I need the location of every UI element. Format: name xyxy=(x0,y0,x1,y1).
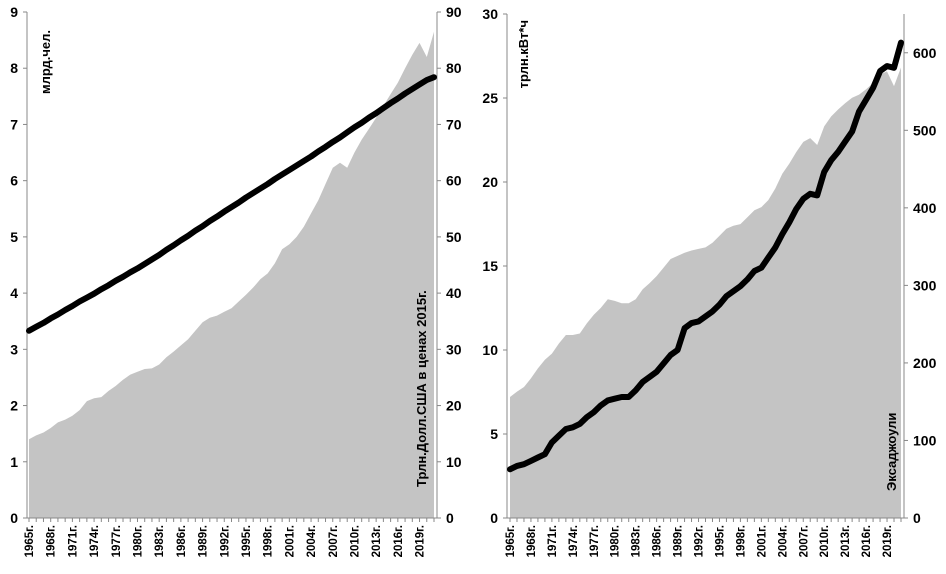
x-tick-label: 1995г. xyxy=(714,525,726,557)
x-tick-label: 1977г. xyxy=(589,525,601,557)
right-y-tick-label: 30 xyxy=(446,341,462,357)
x-tick-label: 2019г. xyxy=(415,525,427,557)
right-y-tick-label: 600 xyxy=(913,45,937,61)
x-tick-label: 1968г. xyxy=(46,525,58,557)
x-tick-label: 2007г. xyxy=(328,525,340,557)
primary_energy-area xyxy=(510,67,901,518)
left-y-tick-label: 9 xyxy=(10,4,18,20)
x-tick-label: 1971г. xyxy=(67,525,79,557)
x-tick-label: 2004г. xyxy=(306,525,318,557)
x-tick-label: 1986г. xyxy=(652,525,664,557)
x-tick-label: 2001г. xyxy=(756,525,768,557)
right-y-tick-label: 0 xyxy=(446,510,454,526)
right-y-tick-label: 500 xyxy=(913,122,937,138)
x-tick-label: 2016г. xyxy=(393,525,405,557)
x-tick-label: 1968г. xyxy=(526,525,538,557)
x-tick-label: 2013г. xyxy=(371,525,383,557)
x-tick-label: 2016г. xyxy=(861,525,873,557)
x-tick-label: 1971г. xyxy=(547,525,559,557)
right-y-tick-label: 90 xyxy=(446,4,462,20)
right-y-tick-label: 300 xyxy=(913,277,937,293)
left-y-tick-label: 15 xyxy=(482,258,498,274)
x-tick-label: 1965г. xyxy=(24,525,36,557)
x-tick-label: 2019г. xyxy=(882,525,894,557)
x-tick-label: 1980г. xyxy=(132,525,144,557)
right-y-tick-label: 70 xyxy=(446,116,462,132)
x-tick-label: 1977г. xyxy=(111,525,123,557)
x-tick-label: 1983г. xyxy=(631,525,643,557)
x-tick-label: 1998г. xyxy=(735,525,747,557)
left-y-tick-label: 25 xyxy=(482,90,498,106)
x-tick-label: 2007г. xyxy=(798,525,810,557)
x-tick-label: 1989г. xyxy=(198,525,210,557)
x-tick-label: 1986г. xyxy=(176,525,188,557)
left-y-tick-label: 10 xyxy=(482,342,498,358)
left-y-tick-label: 3 xyxy=(10,341,18,357)
x-tick-label: 2004г. xyxy=(777,525,789,557)
right-y-tick-label: 200 xyxy=(913,355,937,371)
x-tick-label: 1965г. xyxy=(505,525,517,557)
left-axis-title: млрд.чел. xyxy=(38,30,53,94)
x-tick-label: 1995г. xyxy=(241,525,253,557)
right-y-tick-label: 400 xyxy=(913,200,937,216)
x-tick-label: 1980г. xyxy=(610,525,622,557)
x-tick-label: 1989г. xyxy=(673,525,685,557)
x-tick-label: 1992г. xyxy=(219,525,231,557)
electricity-line xyxy=(507,39,904,473)
right-y-tick-label: 20 xyxy=(446,398,462,414)
right-y-tick-label: 100 xyxy=(913,432,937,448)
x-tick-label: 2010г. xyxy=(349,525,361,557)
left-y-tick-label: 1 xyxy=(10,454,18,470)
population-line xyxy=(26,74,437,334)
left-y-tick-label: 8 xyxy=(10,60,18,76)
left-y-tick-label: 7 xyxy=(10,116,18,132)
left-y-tick-label: 20 xyxy=(482,174,498,190)
right-y-tick-label: 10 xyxy=(446,454,462,470)
x-tick-label: 1974г. xyxy=(568,525,580,557)
left-y-tick-label: 5 xyxy=(10,229,18,245)
left-y-tick-label: 30 xyxy=(482,6,498,22)
left-y-tick-label: 0 xyxy=(490,510,498,526)
x-tick-label: 2001г. xyxy=(284,525,296,557)
left-axis-title: трлн.кВт*ч xyxy=(516,20,531,88)
x-tick-label: 2013г. xyxy=(840,525,852,557)
left-y-tick-label: 4 xyxy=(10,285,18,301)
left-y-tick-label: 0 xyxy=(10,510,18,526)
left-y-tick-label: 2 xyxy=(10,398,18,414)
x-tick-label: 2010г. xyxy=(819,525,831,557)
gdp-area xyxy=(29,31,434,518)
right-y-tick-label: 50 xyxy=(446,229,462,245)
right-y-tick-label: 80 xyxy=(446,60,462,76)
right-y-tick-label: 60 xyxy=(446,173,462,189)
x-tick-label: 1998г. xyxy=(263,525,275,557)
x-tick-label: 1992г. xyxy=(694,525,706,557)
left-y-tick-label: 6 xyxy=(10,173,18,189)
right-axis-title: Эксаджоули xyxy=(884,413,899,491)
left-y-tick-label: 5 xyxy=(490,426,498,442)
x-tick-label: 1983г. xyxy=(154,525,166,557)
right-y-tick-label: 40 xyxy=(446,285,462,301)
right-y-tick-label: 0 xyxy=(913,510,921,526)
x-tick-label: 1974г. xyxy=(89,525,101,557)
right-axis-title: Трлн.Долл.США в ценах 2015г. xyxy=(414,290,429,487)
